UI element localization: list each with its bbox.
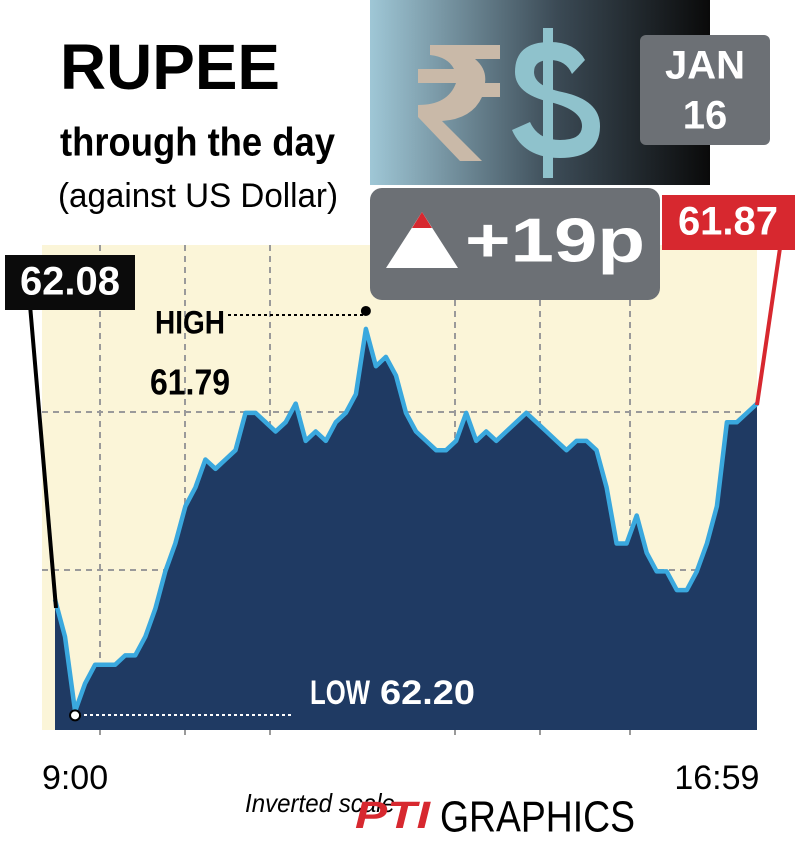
line: [52, 326, 759, 714]
date-day: 16: [683, 94, 728, 138]
open-pointer: [28, 304, 58, 609]
title: RUPEE: [60, 31, 280, 103]
x-tick-label: 9:00: [42, 759, 108, 797]
dollar-icon: [512, 42, 600, 158]
up-arrow-tip: [412, 212, 432, 228]
subtitle-2: (against US Dollar): [58, 177, 338, 215]
date-month: JAN: [665, 44, 745, 88]
dollar-icon-bar: [543, 28, 553, 178]
open-label: 62.08: [20, 260, 120, 304]
change-box: [370, 188, 660, 300]
source-logo: PTI: [355, 795, 432, 837]
high-value: 61.79: [150, 362, 230, 403]
date-box: [640, 35, 770, 145]
area: [55, 328, 757, 730]
close-pointer: [755, 247, 782, 406]
plot: [52, 326, 759, 730]
high-marker: [360, 305, 371, 316]
low-label: LOW: [310, 674, 371, 712]
close-box: [662, 195, 795, 250]
high-label: HIGH: [155, 304, 225, 340]
x-tick-label: 16:59: [674, 759, 759, 797]
subtitle: through the day: [60, 121, 336, 165]
open-box: [5, 255, 135, 310]
low-marker: [69, 709, 82, 722]
rupee-icon: [418, 45, 500, 161]
source: GRAPHICS: [440, 793, 635, 842]
low-value: 62.20: [380, 674, 475, 712]
note: Inverted scale: [245, 788, 395, 818]
close-label: 61.87: [678, 200, 778, 244]
change-label: +19p: [465, 206, 645, 275]
up-arrow: [386, 212, 458, 268]
